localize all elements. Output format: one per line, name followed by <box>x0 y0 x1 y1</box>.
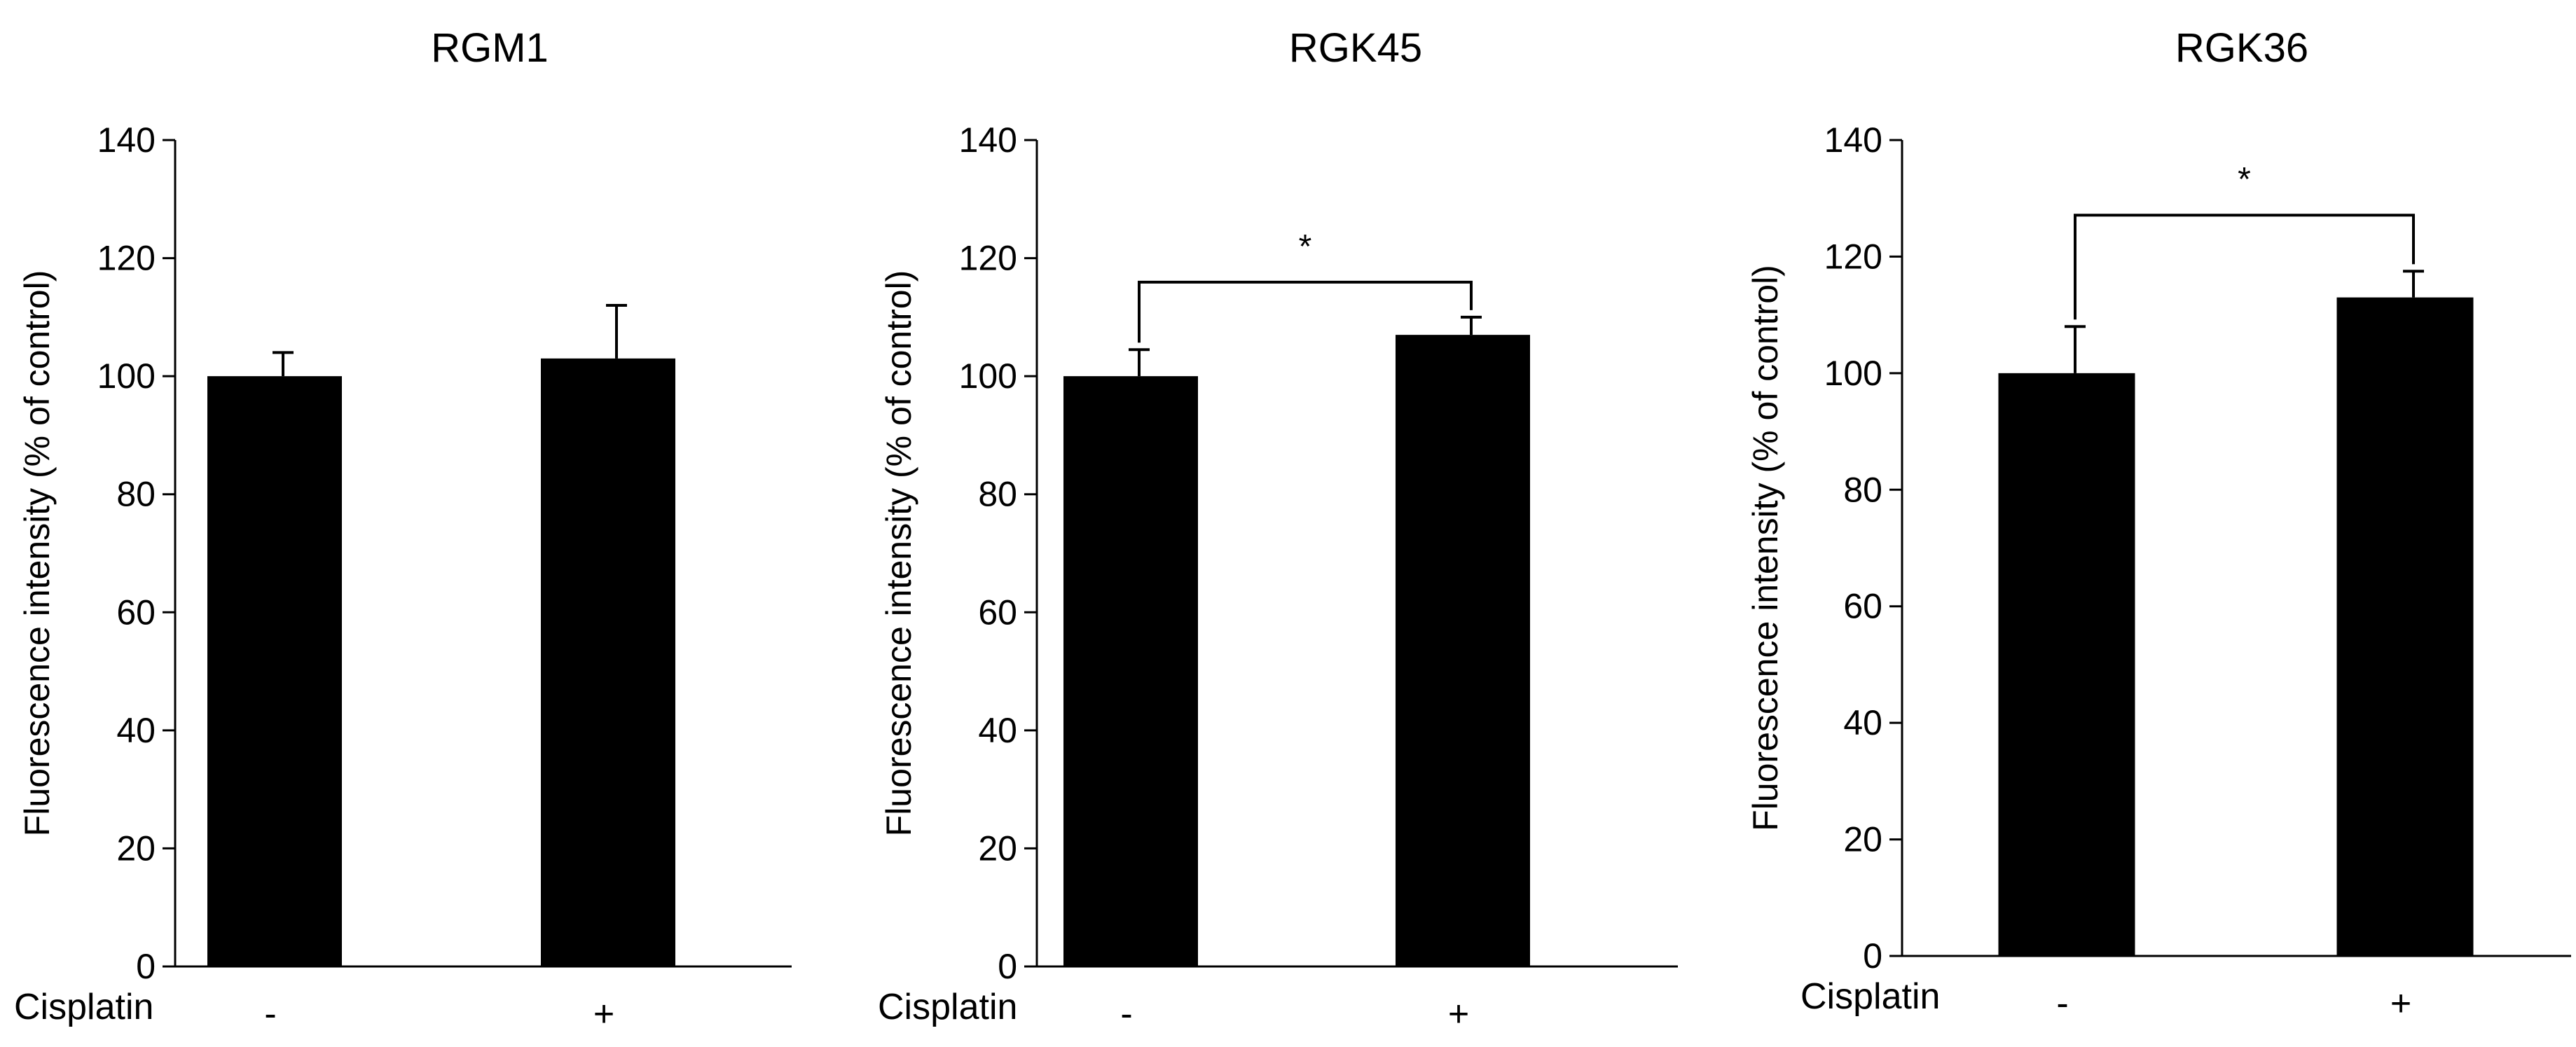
y-tick-label: 0 <box>998 947 1017 986</box>
x-axis-name: Cisplatin <box>878 987 1017 1027</box>
bar <box>1063 376 1198 966</box>
bar <box>1396 335 1530 967</box>
y-tick-label: 120 <box>97 239 156 278</box>
y-tick-label: 120 <box>1824 237 1882 276</box>
x-axis-name: Cisplatin <box>1800 976 1940 1017</box>
y-axis-label: Fluorescence intensity (% of control) <box>1746 265 1785 831</box>
x-category-label: - <box>264 994 276 1034</box>
x-axis-name: Cisplatin <box>14 987 153 1027</box>
chart-panel-2: RGK45 0 20 40 60 80 100 120 140 Fluorescence inte… <box>878 25 1678 1034</box>
y-tick-label: 60 <box>1843 587 1882 626</box>
y-tick-label: 60 <box>978 592 1017 632</box>
y-tick-label: 140 <box>97 120 156 160</box>
y-tick-label: 40 <box>116 711 156 750</box>
y-tick-label: 60 <box>116 592 156 632</box>
chart-title: RGK36 <box>2175 25 2308 71</box>
y-tick-label: 40 <box>1843 703 1882 742</box>
bar <box>541 358 675 966</box>
chart-panel-1: RGM1 0 20 40 60 80 100 120 140 Fluorescence inten… <box>14 25 792 1034</box>
x-category-label: - <box>2056 983 2068 1024</box>
y-tick-label: 100 <box>959 356 1017 396</box>
y-tick-label: 80 <box>1843 470 1882 509</box>
y-tick-label: 80 <box>116 475 156 514</box>
y-tick-label: 100 <box>1824 354 1882 393</box>
x-category-label: + <box>1448 994 1469 1034</box>
y-tick-label: 140 <box>959 120 1017 160</box>
significance-bracket <box>2074 214 2415 320</box>
bar <box>207 376 342 966</box>
bar <box>1998 373 2135 956</box>
y-axis-label: Fluorescence intensity (% of control) <box>18 270 57 837</box>
bar <box>2336 297 2474 956</box>
y-axis-label: Fluorescence intensity (% of control) <box>879 270 918 837</box>
chart-title: RGK45 <box>1289 25 1422 71</box>
y-tick-label: 80 <box>978 475 1017 514</box>
y-tick-label: 20 <box>978 828 1017 868</box>
x-category-label: + <box>593 994 614 1034</box>
x-category-label: + <box>2390 983 2411 1024</box>
x-category-label: - <box>1120 994 1132 1034</box>
chart-title: RGM1 <box>431 25 549 71</box>
y-tick-label: 20 <box>1843 820 1882 859</box>
significance-label: * <box>1299 228 1312 265</box>
significance-bracket <box>1138 280 1473 343</box>
y-tick-label: 40 <box>978 711 1017 750</box>
y-tick-label: 140 <box>1824 120 1882 160</box>
significance-label: * <box>2238 161 2251 198</box>
y-tick-label: 0 <box>1863 936 1882 976</box>
y-tick-label: 0 <box>136 947 156 986</box>
y-tick-label: 20 <box>116 828 156 868</box>
chart-panel-3: RGK36 0 20 40 60 80 100 120 140 Fluorescence inte… <box>1746 25 2571 1024</box>
y-tick-label: 120 <box>959 239 1017 278</box>
y-tick-label: 100 <box>97 356 156 396</box>
